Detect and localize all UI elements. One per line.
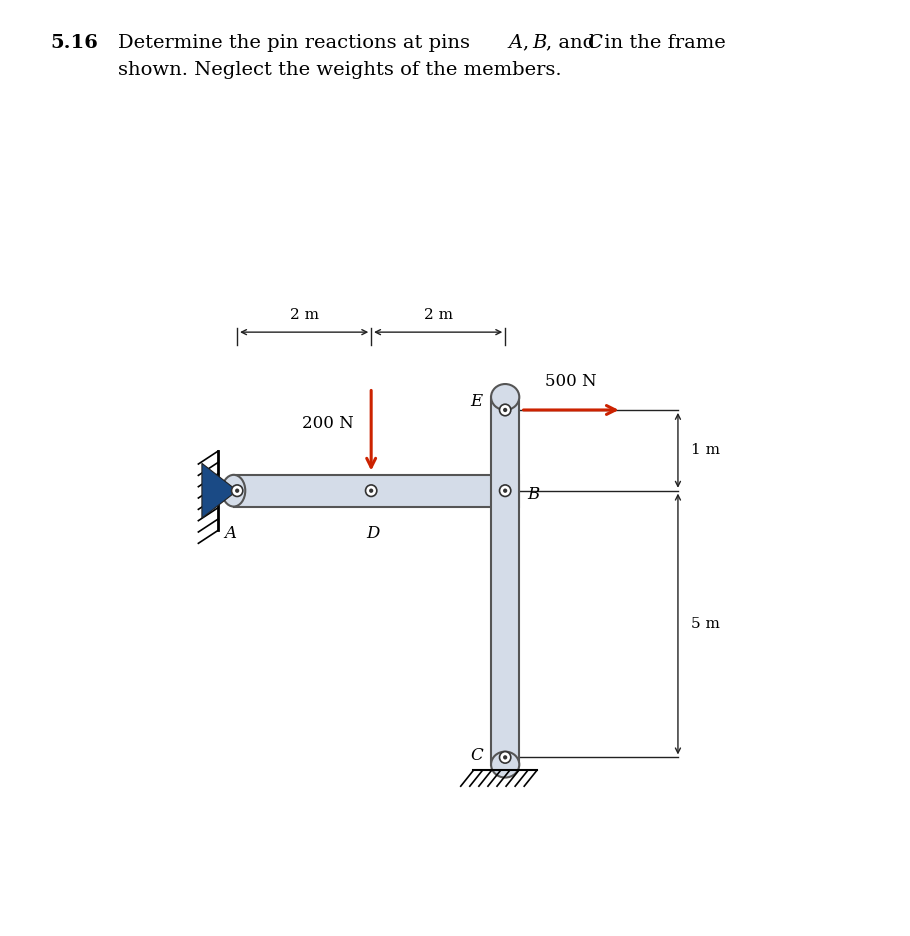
Text: 2 m: 2 m (424, 308, 452, 322)
Circle shape (503, 489, 507, 493)
Text: , and: , and (546, 34, 602, 51)
Polygon shape (202, 463, 238, 519)
Text: ,: , (522, 34, 529, 51)
Circle shape (500, 752, 511, 763)
Text: A: A (224, 524, 236, 542)
Text: 5.16: 5.16 (50, 34, 98, 51)
Text: E: E (470, 393, 482, 410)
Text: C: C (587, 34, 602, 51)
Text: 2 m: 2 m (289, 308, 318, 322)
Circle shape (231, 485, 243, 496)
Text: B: B (532, 34, 547, 51)
Text: A: A (509, 34, 523, 51)
Circle shape (369, 489, 373, 493)
Ellipse shape (222, 475, 246, 506)
Circle shape (500, 404, 511, 416)
Circle shape (366, 485, 377, 496)
Polygon shape (491, 397, 520, 765)
Text: in the frame: in the frame (598, 34, 725, 51)
Text: D: D (367, 524, 380, 542)
Text: 5 m: 5 m (691, 617, 720, 631)
Text: shown. Neglect the weights of the members.: shown. Neglect the weights of the member… (118, 61, 561, 79)
Text: C: C (470, 748, 482, 765)
Circle shape (500, 485, 511, 496)
Ellipse shape (491, 384, 520, 410)
Text: 500 N: 500 N (545, 373, 597, 389)
Circle shape (503, 755, 507, 759)
Text: 200 N: 200 N (302, 415, 353, 431)
Text: Determine the pin reactions at pins: Determine the pin reactions at pins (118, 34, 477, 51)
Text: B: B (528, 486, 540, 503)
Polygon shape (234, 475, 520, 506)
Ellipse shape (491, 752, 520, 778)
Circle shape (235, 489, 239, 493)
Circle shape (503, 408, 507, 412)
Text: 1 m: 1 m (691, 444, 720, 458)
